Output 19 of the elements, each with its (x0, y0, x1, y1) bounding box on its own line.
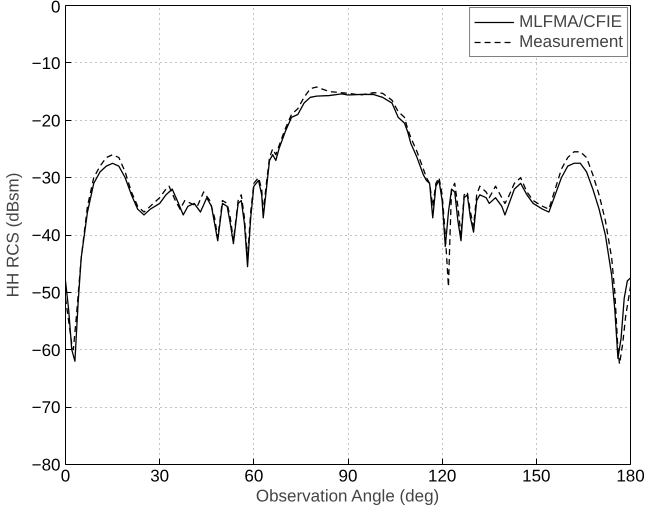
x-tick-label: 60 (244, 466, 264, 486)
y-tick-label: −60 (32, 340, 61, 360)
x-tick-label: 30 (150, 466, 170, 486)
y-tick-label: −50 (32, 283, 61, 302)
x-axis-title: Observation Angle (deg) (256, 486, 440, 506)
y-tick-label: −30 (32, 168, 61, 188)
y-tick-label: −20 (32, 111, 61, 130)
x-tick-label: 180 (616, 466, 645, 486)
y-tick-label: −40 (32, 226, 61, 245)
x-tick-label: 90 (338, 466, 358, 486)
legend-label: MLFMA/CFIE (519, 12, 622, 32)
x-tick-label: 150 (522, 466, 551, 486)
y-axis-title: HH RCS (dBsm) (4, 172, 23, 298)
y-tick-label: −70 (32, 398, 61, 418)
y-tick-label: −80 (32, 456, 61, 474)
legend-label: Measurement (519, 32, 623, 52)
y-tick-label: 0 (51, 0, 61, 16)
y-tick-label: −10 (32, 54, 61, 73)
x-tick-label: 120 (428, 466, 456, 486)
